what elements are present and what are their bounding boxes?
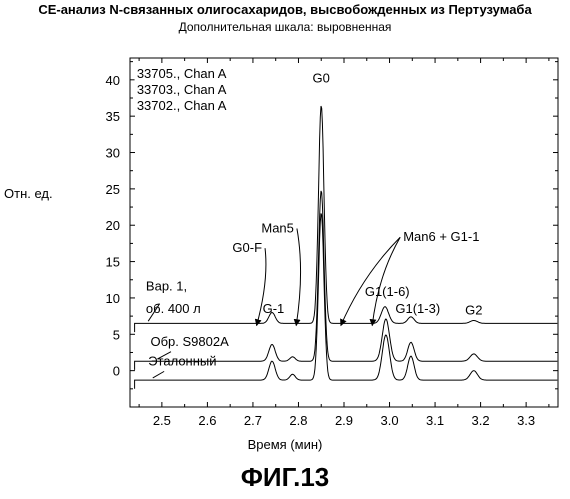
annotation-arrow [341,237,400,325]
annotation-label: Man6 + G1-1 [403,229,479,244]
x-tick-label: 3.0 [380,413,398,428]
peak-label: G-1 [263,301,285,316]
y-tick-label: 30 [106,146,120,161]
peak-label: G0 [313,71,330,86]
peak-label: G1(1-6) [365,284,410,299]
x-tick-label: 3.2 [472,413,490,428]
annotation-label: G0-F [232,240,262,255]
x-tick-label: 2.5 [153,413,171,428]
peak-label: G2 [465,303,482,318]
x-tick-label: 2.6 [198,413,216,428]
legend-entry: 33702., Chan A [137,98,227,113]
y-tick-label: 5 [113,327,120,342]
y-tick-label: 40 [106,73,120,88]
annotation-label: Man5 [261,221,294,236]
x-tick-label: 2.7 [244,413,262,428]
y-tick-label: 0 [113,364,120,379]
trace-label-connector [153,371,164,378]
legend-entry: 33705., Chan A [137,66,227,81]
trace-label: Вар. 1, [146,279,187,294]
x-tick-label: 2.9 [335,413,353,428]
legend-entry: 33703., Chan A [137,82,227,97]
y-tick-label: 35 [106,109,120,124]
trace-line-1 [135,106,558,332]
peak-label: G1(1-3) [395,301,440,316]
trace-label: Обр. S9802A [150,334,229,349]
x-tick-label: 3.3 [517,413,535,428]
x-tick-label: 3.1 [426,413,444,428]
annotation-arrow [296,229,300,326]
x-tick-label: 2.8 [289,413,307,428]
trace-label: Эталонный [148,354,216,369]
trace-label: об. 400 л [146,301,201,316]
y-tick-label: 20 [106,218,120,233]
y-tick-label: 25 [106,182,120,197]
y-tick-label: 15 [106,255,120,270]
y-tick-label: 10 [106,291,120,306]
